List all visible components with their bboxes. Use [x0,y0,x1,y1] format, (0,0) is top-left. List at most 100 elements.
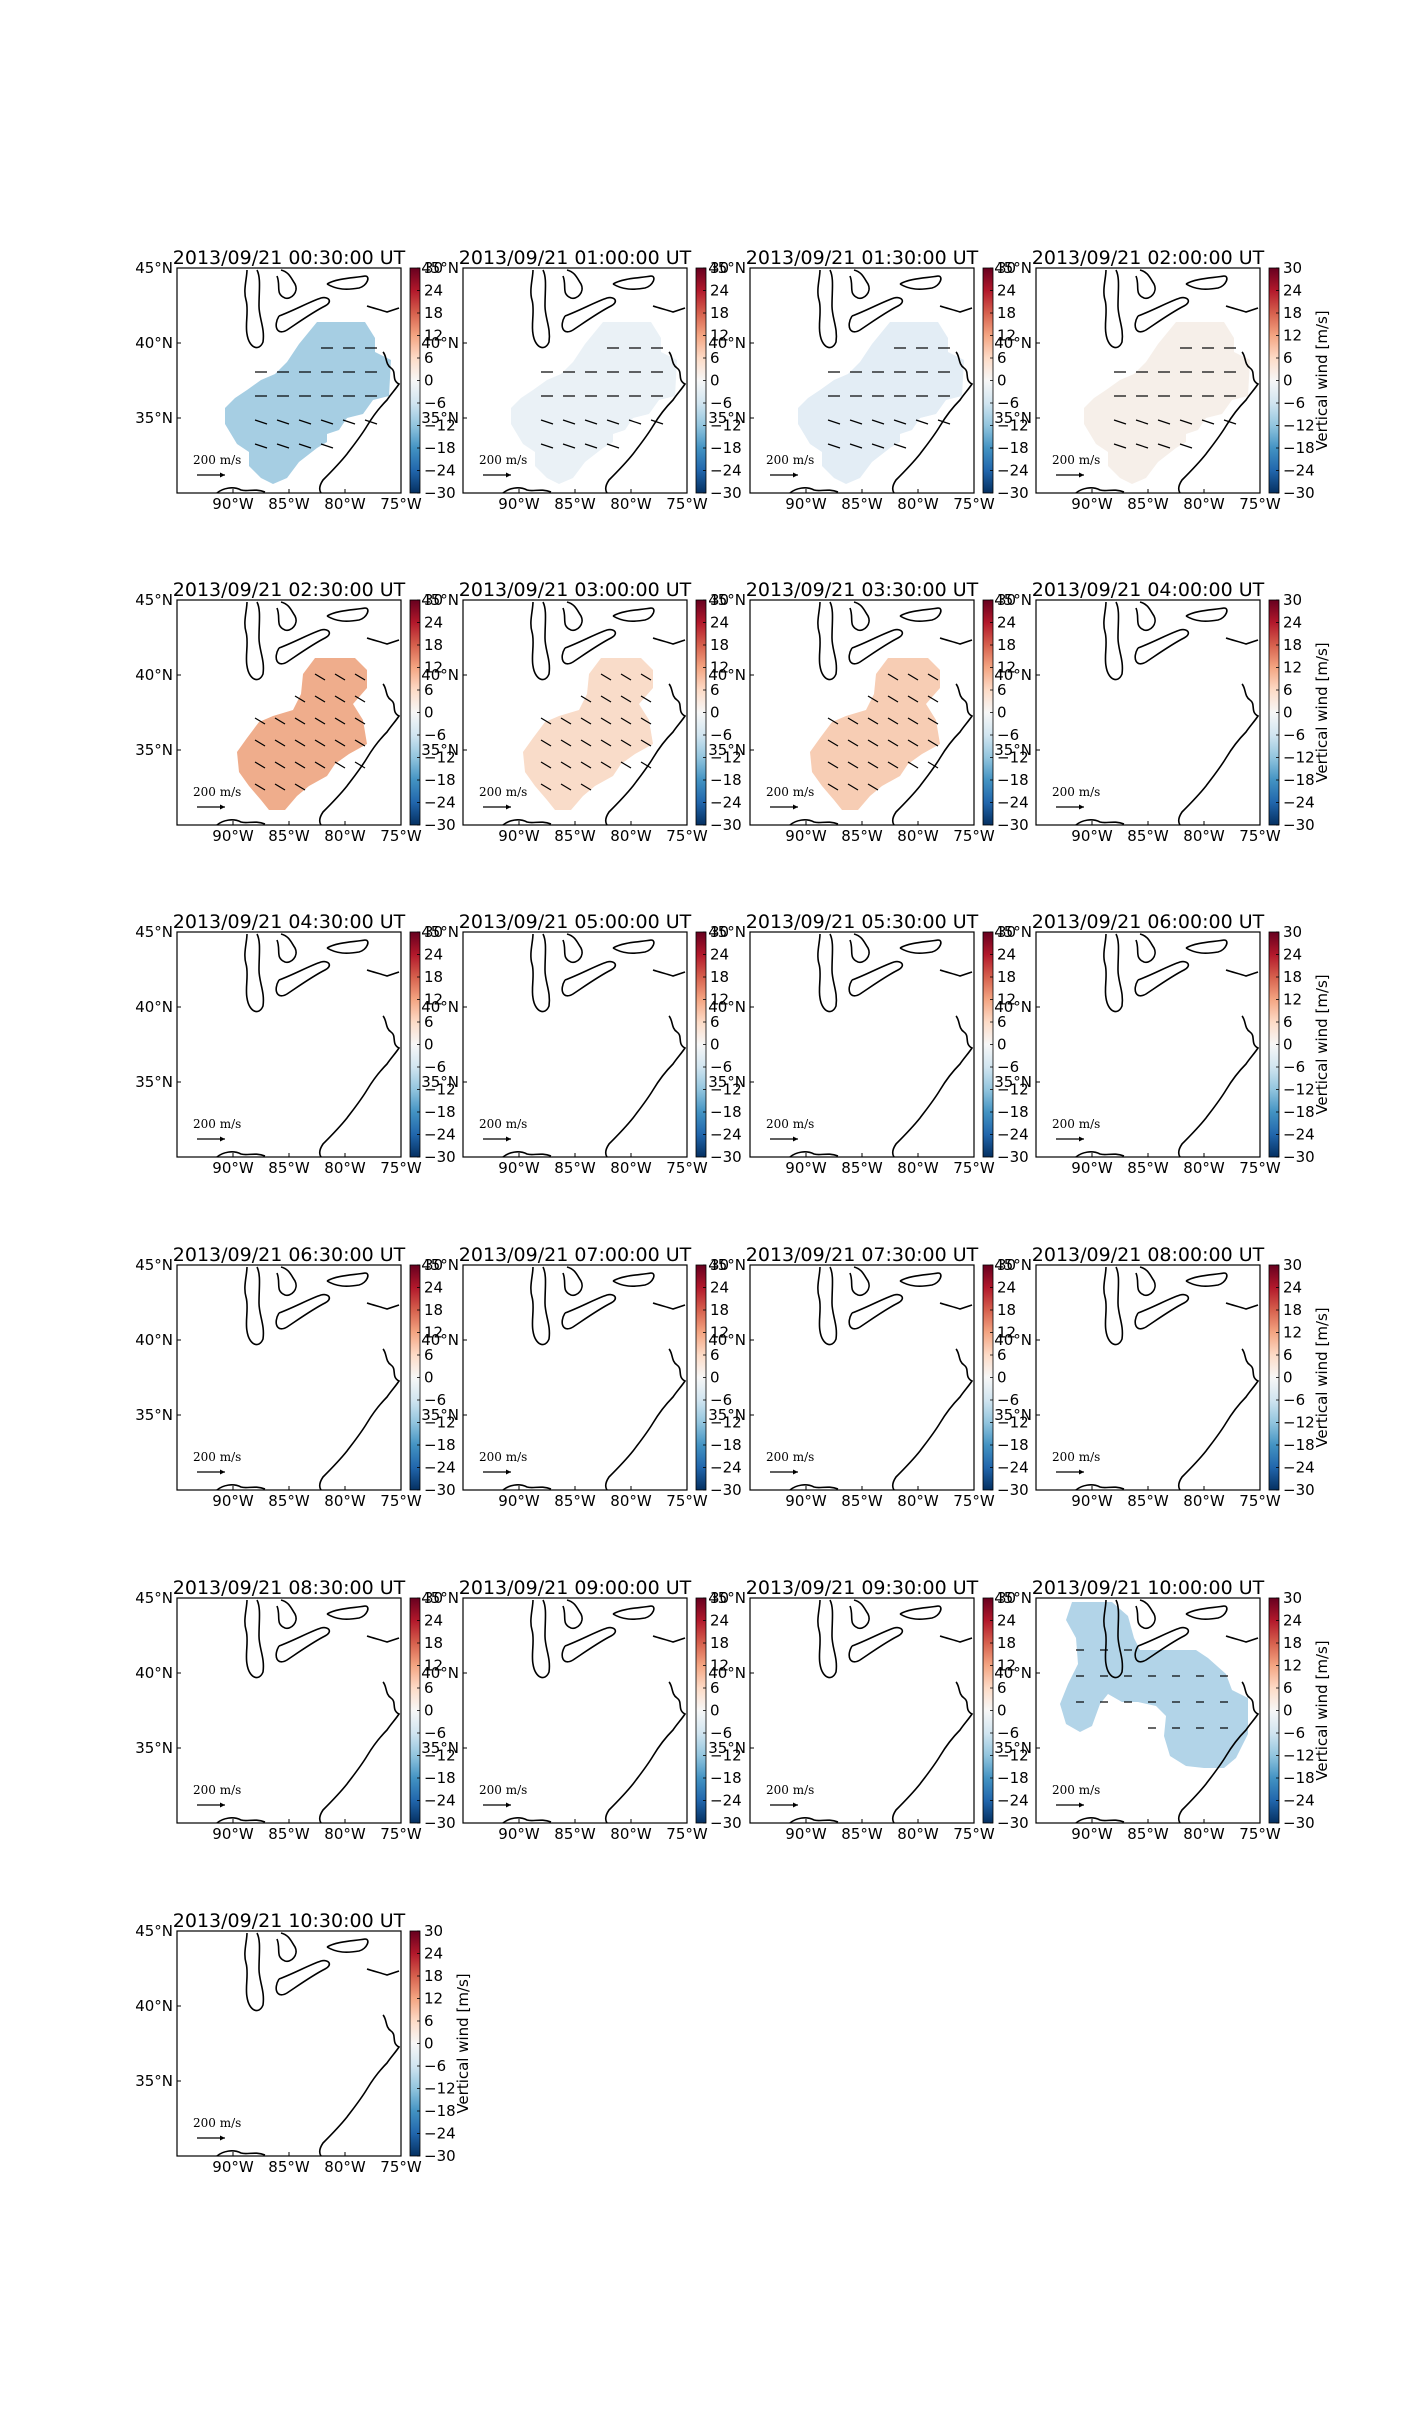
x-tick-label: 80°W [324,495,366,513]
wind-arrow [1113,419,1127,425]
colorbar-tick-label: 18 [1283,636,1302,654]
wind-arrow [1135,419,1149,425]
colorbar-tick-label: 0 [997,704,1007,722]
coastline [1135,1266,1156,1297]
map-panel: 200 m/s 2013/09/21 08:00:00 UT 90°W 85°W 80°… [994,1244,1331,1510]
colorbar-tick-label: 0 [997,1036,1007,1054]
x-tick-label: 85°W [554,1825,596,1843]
wind-arrow [867,783,879,791]
colorbar-tick-label: −12 [710,417,742,435]
wind-arrow [640,673,652,681]
coastline [326,1272,369,1287]
wind-arrow [540,717,552,725]
x-tick-label: 90°W [498,1825,540,1843]
colorbar-tick-label: 0 [1283,1369,1293,1387]
colorbar-tick-label: −18 [424,439,456,457]
coastline [318,1968,401,2157]
y-tick-label: 45°N [994,1589,1032,1607]
colorbar-tick-label: −6 [710,1058,732,1076]
y-tick-label: 35°N [135,1739,173,1757]
colorbar-tick-label: 18 [710,636,729,654]
wind-arrow [584,419,598,425]
colorbar-tick-label: −6 [424,1391,446,1409]
colorbar-tick-label: 12 [997,1324,1016,1342]
y-tick-label: 35°N [708,1406,746,1424]
panel-title: 2013/09/21 08:00:00 UT [1032,1244,1265,1266]
x-tick-label: 85°W [554,495,596,513]
coastline [530,1599,551,1679]
x-tick-label: 80°W [1183,1825,1225,1843]
colorbar-tick-label: −6 [1283,394,1305,412]
coastline [817,601,838,681]
y-tick-label: 35°N [135,409,173,427]
colorbar-tick-label: 12 [424,1990,443,2008]
colorbar-tick-label: −30 [424,2147,456,2165]
colorbar-tick-label: 18 [710,968,729,986]
colorbar-tick-label: 12 [710,1324,729,1342]
colorbar-label: Vertical wind [m/s] [1313,1307,1331,1447]
y-tick-label: 35°N [421,741,459,759]
wind-arrow [1201,419,1215,425]
vertical-wind-region [798,322,964,484]
reference-arrowhead [793,472,798,478]
x-tick-label: 90°W [212,1825,254,1843]
x-tick-label: 85°W [1127,1825,1169,1843]
map-panel: 200 m/s 2013/09/21 06:00:00 UT 90°W 85°W 80°… [994,911,1331,1177]
coastline [1075,1817,1125,1824]
coastline [899,1605,942,1620]
wind-arrow [620,717,632,725]
y-tick-label: 45°N [994,1256,1032,1274]
x-tick-label: 75°W [1239,1159,1281,1177]
coastline [1177,1302,1260,1491]
colorbar-tick-label: 30 [1283,923,1302,941]
reference-arrow-label: 200 m/s [479,453,527,467]
x-tick-label: 80°W [897,495,939,513]
coastline [244,933,265,1013]
x-tick-label: 80°W [610,1492,652,1510]
wind-arrow [294,695,306,703]
reference-arrow-label: 200 m/s [193,1783,241,1797]
colorbar-tick-label: −24 [1283,1792,1315,1810]
reference-arrowhead [793,1802,798,1808]
colorbar-tick-label: 18 [424,304,443,322]
coastline [1185,607,1228,622]
colorbar-tick-label: 0 [710,372,720,390]
colorbar-tick-label: 0 [424,2035,434,2053]
x-tick-label: 80°W [1183,1159,1225,1177]
colorbar-tick-label: −12 [997,417,1029,435]
panel-title: 2013/09/21 02:30:00 UT [173,579,406,601]
x-tick-label: 90°W [1071,1159,1113,1177]
reference-arrowhead [1079,1136,1084,1142]
colorbar-tick-label: 6 [997,681,1007,699]
colorbar-tick-label: 18 [424,636,443,654]
y-tick-label: 45°N [708,923,746,941]
colorbar-tick-label: −12 [710,1081,742,1099]
x-tick-label: 75°W [380,1492,422,1510]
y-tick-label: 40°N [135,1997,173,2015]
colorbar-tick-label: 30 [424,259,443,277]
coastline [1134,1626,1190,1663]
colorbar-tick-label: −18 [1283,1436,1315,1454]
coastline [1135,269,1156,300]
coastline [326,1605,369,1620]
reference-arrow-label: 200 m/s [1052,1117,1100,1131]
coastline [1185,1272,1228,1287]
y-tick-label: 35°N [994,1739,1032,1757]
x-tick-label: 75°W [953,827,995,845]
x-tick-label: 80°W [1183,495,1225,513]
colorbar-tick-label: −30 [1283,484,1315,502]
wind-arrow [600,673,612,681]
wind-arrow [867,695,879,703]
wind-arrow [606,419,620,425]
y-tick-label: 35°N [708,741,746,759]
map-panel: 200 m/s 2013/09/21 05:30:00 UT 90°W 85°W 80°… [708,911,1028,1177]
coastline [848,1293,904,1330]
x-tick-label: 85°W [841,495,883,513]
wind-arrow [314,717,326,725]
x-tick-label: 85°W [268,1159,310,1177]
colorbar-tick-label: 18 [710,1634,729,1652]
colorbar-tick-label: −6 [424,2057,446,2075]
wind-arrow [274,717,286,725]
colorbar-tick-label: 12 [424,659,443,677]
colorbar-tick-label: 24 [424,1279,443,1297]
